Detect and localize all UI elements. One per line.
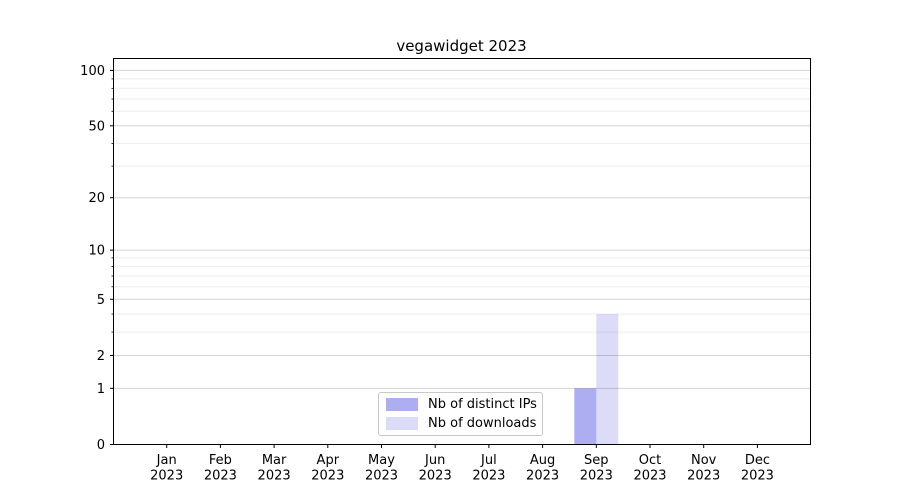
x-tick-label-year: 2023 [365,469,398,484]
x-tick-label-month: May [368,453,395,468]
x-tick-label-month: Mar [262,453,287,468]
legend-swatch [386,398,418,411]
x-tick-label-year: 2023 [419,469,452,484]
x-tick-label-year: 2023 [741,469,774,484]
x-tick-label-year: 2023 [472,469,505,484]
x-tick-label-month: Jul [480,453,497,468]
x-tick-label-year: 2023 [526,469,559,484]
bar-downloads [596,314,619,445]
y-tick-label: 50 [88,119,105,134]
x-tick-label-month: Jan [156,453,177,468]
legend-label: Nb of downloads [428,416,537,431]
y-tick-label: 5 [97,293,105,308]
y-tick-label: 20 [88,191,105,206]
y-tick-label: 100 [80,64,105,79]
x-tick-label-month: Feb [209,453,232,468]
legend-item: Nb of downloads [386,416,537,431]
legend-item: Nb of distinct IPs [386,397,537,412]
x-tick-label-year: 2023 [311,469,344,484]
x-tick-label-month: Sep [584,453,609,468]
x-tick-label-month: Jun [424,453,445,468]
x-tick-label-year: 2023 [633,469,666,484]
axes-frame [113,58,811,445]
legend-label: Nb of distinct IPs [428,397,537,412]
x-tick-label-year: 2023 [150,469,183,484]
y-tick-label: 10 [88,244,105,259]
x-tick-label-year: 2023 [580,469,613,484]
x-tick-label-year: 2023 [687,469,720,484]
x-tick-label-year: 2023 [204,469,237,484]
x-tick-label-month: Aug [530,453,555,468]
x-tick-label-month: Dec [745,453,770,468]
x-tick-label-year: 2023 [258,469,291,484]
legend: Nb of distinct IPs Nb of downloads [378,392,543,436]
bar-distinct-ips [574,388,597,445]
x-tick-label-month: Oct [639,453,661,468]
y-tick-label: 1 [97,382,105,397]
y-tick-label: 0 [97,438,105,453]
y-tick-label: 2 [97,349,105,364]
x-tick-label-month: Apr [317,453,340,468]
chart-title: vegawidget 2023 [396,37,527,55]
x-tick-label-month: Nov [691,453,717,468]
legend-swatch [386,417,418,430]
